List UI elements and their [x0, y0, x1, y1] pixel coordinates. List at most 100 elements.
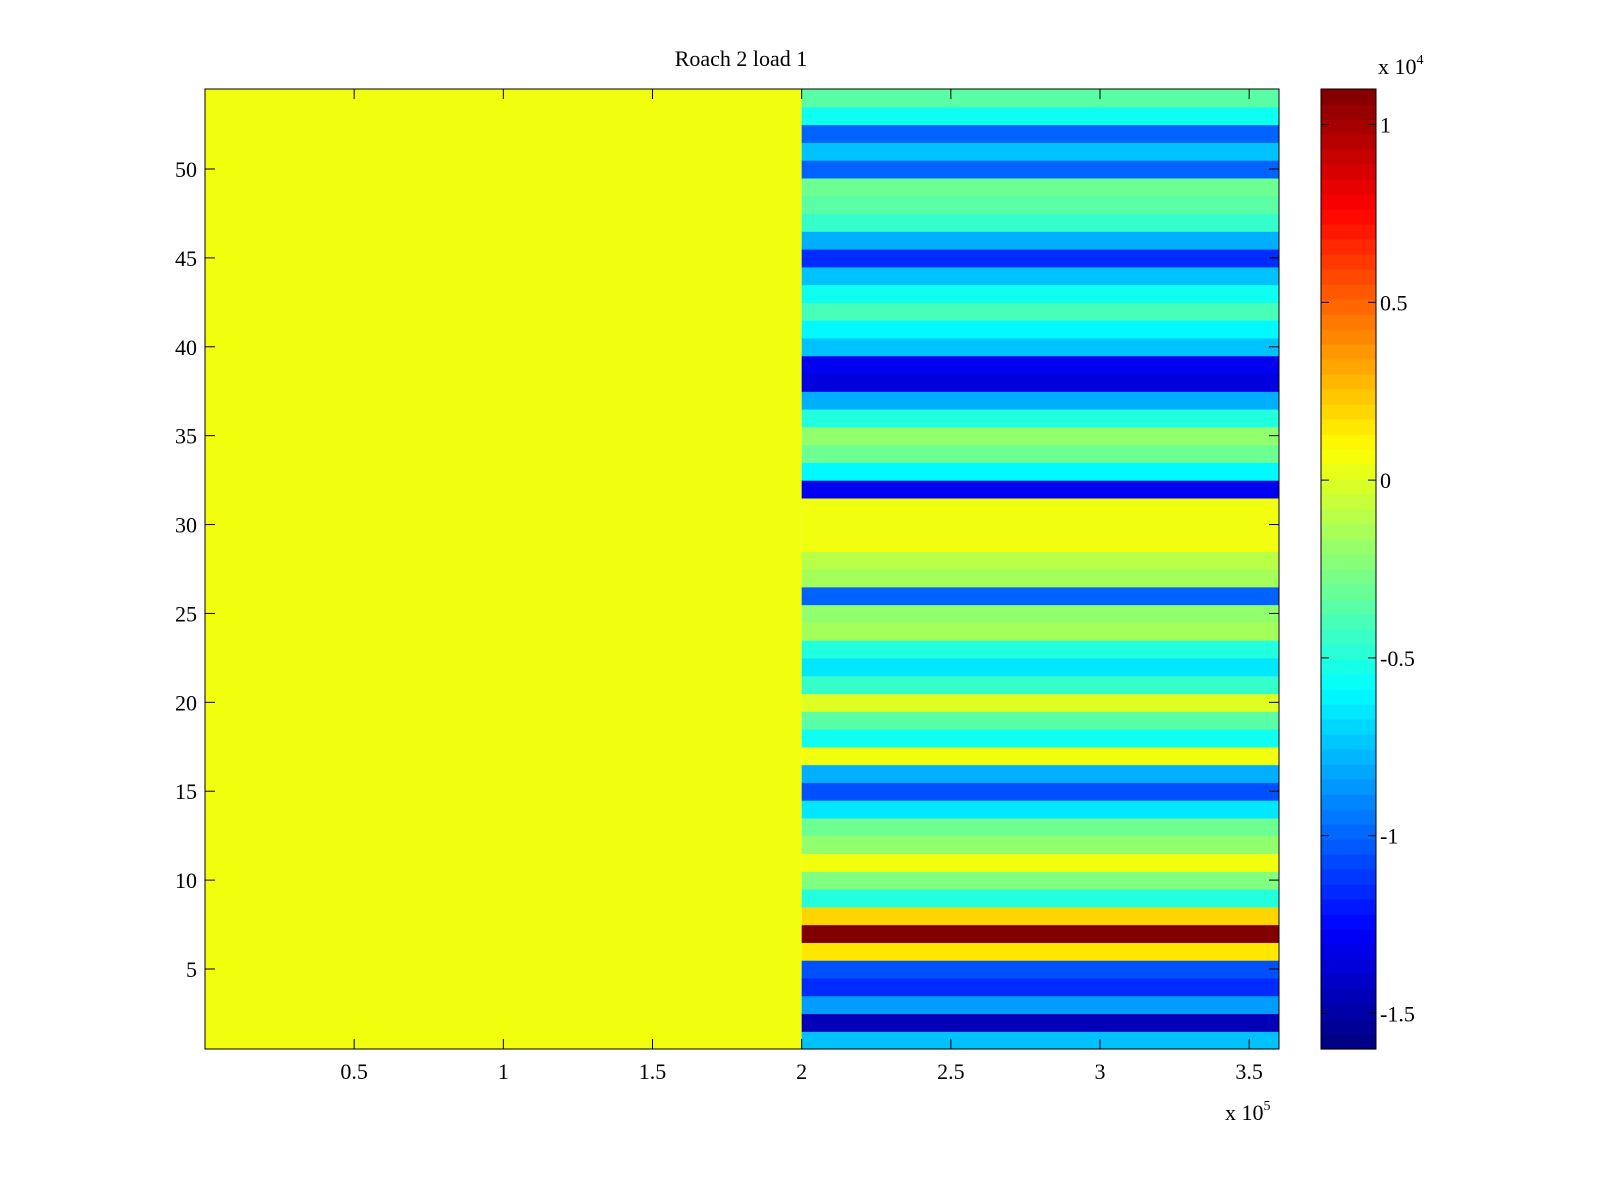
colorbar-band	[1321, 734, 1376, 750]
colorbar-tick-label: -0.5	[1380, 646, 1415, 671]
colorbar-band	[1321, 494, 1376, 510]
colorbar-band	[1321, 359, 1376, 375]
y-tick-label: 30	[175, 513, 197, 538]
heatmap-row-37	[801, 391, 1279, 410]
heatmap-row-53	[801, 106, 1279, 126]
colorbar-ticks: -1.5 -1 -0.5 0 0.5 1	[1321, 113, 1415, 1026]
heatmap-row-44	[801, 266, 1279, 286]
colorbar-band	[1321, 524, 1376, 540]
colorbar-band	[1321, 764, 1376, 780]
heatmap-row-25	[801, 604, 1279, 623]
heatmap-row-35	[801, 426, 1279, 446]
heatmap-row-21	[801, 675, 1279, 695]
y-tick-label: 20	[175, 690, 197, 715]
colorbar-band	[1321, 824, 1376, 840]
colorbar-band	[1321, 569, 1376, 585]
y-tick-label: 35	[175, 424, 197, 449]
x-tick-label: 0.5	[340, 1059, 368, 1084]
heatmap-row-52	[801, 124, 1279, 143]
heatmap-row-36	[801, 409, 1279, 428]
colorbar-band	[1321, 344, 1376, 360]
colorbar-band	[1321, 299, 1376, 315]
y-tick-label: 40	[175, 335, 197, 360]
colorbar-band	[1321, 314, 1376, 330]
heatmap-row-42	[801, 302, 1279, 321]
x-tick-label: 3.5	[1235, 1059, 1263, 1084]
heatmap-row-19	[801, 711, 1279, 730]
colorbar-exponent: x 104	[1378, 53, 1424, 79]
x-tick-label: 3	[1095, 1059, 1106, 1084]
heatmap-row-2	[801, 1013, 1279, 1032]
heatmap-row-20	[801, 693, 1279, 712]
colorbar-frame	[1320, 88, 1377, 1050]
colorbar-band	[1321, 959, 1376, 975]
heatmap-row-50	[801, 160, 1279, 179]
colorbar-band	[1321, 164, 1376, 180]
colorbar-band	[1321, 674, 1376, 690]
heatmap-row-40	[801, 337, 1279, 357]
colorbar-band	[1321, 704, 1376, 720]
colorbar-band	[1321, 389, 1376, 405]
heatmap-row-24	[801, 622, 1279, 641]
y-axis-ticks: 5 10 15 20 25 30 35 40 45 50	[175, 157, 1279, 982]
heatmap-row-11	[801, 853, 1279, 872]
x-exponent-base: x 10	[1225, 1100, 1264, 1125]
y-tick-label: 50	[175, 157, 197, 182]
y-tick-label: 5	[186, 957, 197, 982]
plot-frame	[204, 88, 1280, 1050]
heatmap-row-54	[801, 89, 1279, 108]
colorbar-tick-label: 1	[1380, 113, 1391, 138]
colorbar-band	[1321, 659, 1376, 675]
x-axis-exponent: x 105	[1225, 1099, 1271, 1125]
colorbar-band	[1321, 209, 1376, 225]
colorbar-band	[1321, 89, 1376, 105]
colorbar-band	[1321, 689, 1376, 705]
colorbar-band	[1321, 239, 1376, 255]
colorbar-band	[1321, 944, 1376, 960]
colorbar-band	[1321, 134, 1376, 150]
heatmap-row-22	[801, 657, 1279, 677]
y-tick-label: 10	[175, 868, 197, 893]
colorbar-band	[1321, 584, 1376, 600]
colorbar-exponent-power: 4	[1417, 53, 1424, 68]
heatmap-row-10	[801, 871, 1279, 890]
colorbar-band	[1321, 554, 1376, 570]
colorbar-band	[1321, 284, 1376, 300]
heatmap-row-33	[801, 462, 1279, 481]
colorbar-band	[1321, 839, 1376, 855]
colorbar-band	[1321, 104, 1376, 120]
colorbar-band	[1321, 449, 1376, 465]
colorbar-band	[1321, 224, 1376, 240]
heatmap-row-3	[801, 995, 1279, 1015]
colorbar-band	[1321, 509, 1376, 525]
heatmap-row-1	[801, 1031, 1279, 1050]
colorbar-band	[1321, 269, 1376, 285]
heatmap-row-23	[801, 640, 1279, 659]
heatmap-row-38	[801, 373, 1279, 392]
colorbar-tick-label: 0	[1380, 468, 1391, 493]
colorbar-band	[1321, 479, 1376, 495]
colorbar-exponent-base: x 10	[1378, 54, 1417, 79]
colorbar-band	[1321, 989, 1376, 1005]
heatmap-row-26	[801, 586, 1279, 606]
colorbar-band	[1321, 629, 1376, 645]
heatmap-row-32	[801, 480, 1279, 499]
colorbar	[1321, 89, 1376, 1050]
heatmap-row-27	[801, 569, 1279, 588]
colorbar-band	[1321, 1004, 1376, 1020]
heatmap-row-29	[801, 533, 1279, 552]
heatmap-row-13	[801, 817, 1279, 837]
heatmap-right-region	[801, 89, 1279, 1050]
x-tick-label: 2.5	[937, 1059, 965, 1084]
y-tick-label: 45	[175, 246, 197, 271]
colorbar-band	[1321, 254, 1376, 270]
colorbar-band	[1321, 419, 1376, 435]
heatmap-cell-left	[205, 89, 802, 1049]
colorbar-band	[1321, 464, 1376, 480]
heatmap-row-18	[801, 729, 1279, 748]
colorbar-band	[1321, 599, 1376, 615]
colorbar-band	[1321, 749, 1376, 765]
heatmap-row-28	[801, 551, 1279, 570]
heatmap-row-31	[801, 497, 1279, 517]
